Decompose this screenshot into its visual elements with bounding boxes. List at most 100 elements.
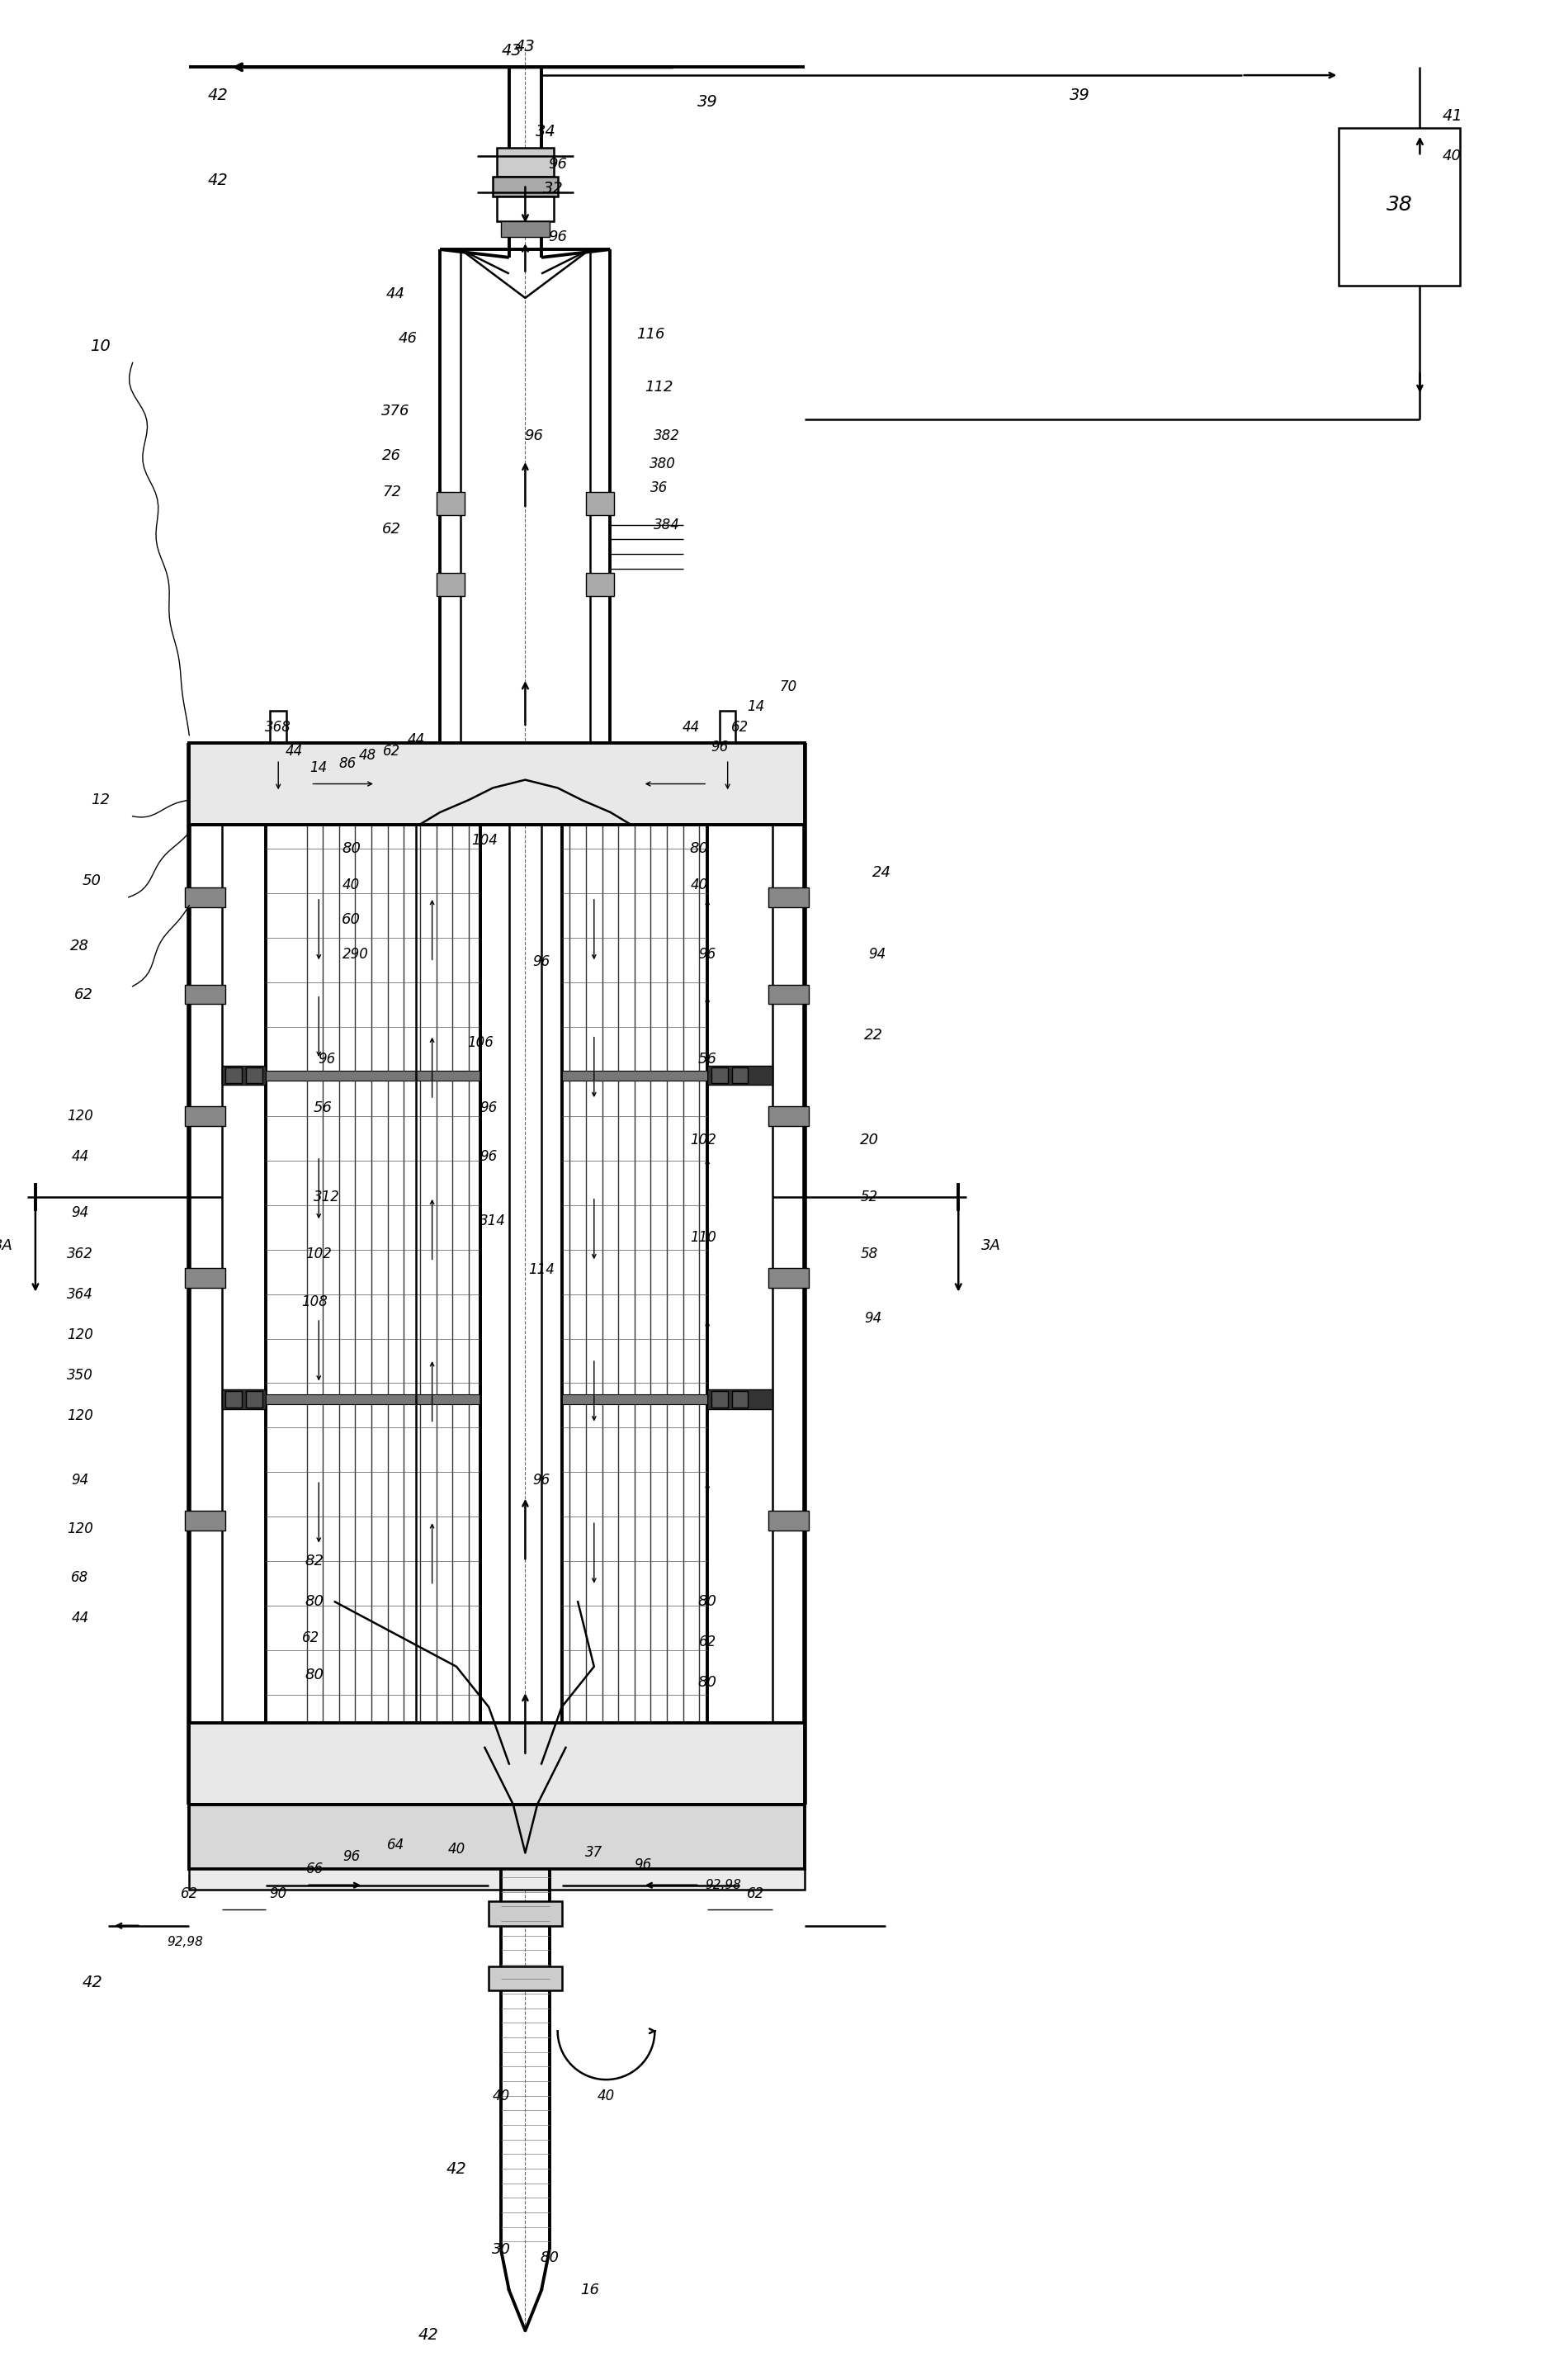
Text: 16: 16 (580, 2282, 600, 2297)
Bar (769, 1511, 809, 1530)
Text: 96: 96 (698, 947, 716, 962)
Text: 46: 46 (399, 331, 418, 345)
Text: 39: 39 (697, 95, 717, 109)
Text: 94: 94 (72, 1207, 89, 1221)
Bar (221, 747, 318, 795)
Text: 80: 80 (306, 1595, 324, 1609)
Text: 32: 32 (544, 181, 564, 198)
Bar (769, 888, 809, 907)
Text: 80: 80 (539, 2251, 560, 2266)
Text: 368: 368 (265, 719, 292, 735)
Text: 38: 38 (1386, 195, 1412, 214)
Text: 64: 64 (387, 1837, 404, 1852)
Bar (186, 1269, 226, 1288)
Bar (221, 1390, 267, 1409)
Text: 10: 10 (90, 338, 111, 355)
Bar (246, 1392, 262, 1407)
Text: 14: 14 (310, 759, 327, 776)
Text: 37: 37 (585, 1845, 603, 1861)
Text: 62: 62 (75, 988, 94, 1002)
Bar (711, 1392, 728, 1407)
Text: 314: 314 (480, 1214, 507, 1228)
Bar (267, 1071, 480, 1081)
Text: 60: 60 (341, 912, 360, 928)
Text: 56: 56 (698, 1052, 717, 1066)
Text: 96: 96 (549, 157, 567, 171)
Text: 3A: 3A (981, 1238, 1001, 1252)
Text: 44: 44 (72, 1150, 89, 1164)
Text: 350: 350 (67, 1368, 94, 1383)
Bar (189, 743, 804, 823)
Bar (708, 1066, 772, 1085)
Text: 120: 120 (67, 1109, 94, 1123)
Text: 26: 26 (382, 447, 401, 464)
Text: 40: 40 (691, 878, 708, 892)
Text: 62: 62 (384, 745, 401, 759)
Text: 52: 52 (861, 1190, 878, 1204)
Text: 30: 30 (491, 2242, 510, 2256)
Bar (246, 1066, 262, 1083)
Bar (267, 1395, 480, 1404)
Text: 380: 380 (650, 457, 677, 471)
Bar (769, 985, 809, 1004)
Bar (189, 743, 804, 823)
Text: 90: 90 (270, 1885, 287, 1902)
Bar (731, 1066, 748, 1083)
Text: 40: 40 (1442, 150, 1462, 164)
Text: 96: 96 (480, 1150, 497, 1164)
Text: 62: 62 (181, 1885, 198, 1902)
Text: 28: 28 (70, 938, 89, 954)
Text: 102: 102 (691, 1133, 717, 1147)
Text: 120: 120 (67, 1328, 94, 1342)
Bar (186, 888, 226, 907)
Text: 44: 44 (683, 719, 700, 735)
Text: 41: 41 (1442, 107, 1462, 124)
Text: 96: 96 (635, 1856, 652, 1873)
Bar (437, 574, 465, 595)
Text: 96: 96 (343, 1849, 360, 1864)
Text: 68: 68 (72, 1571, 89, 1585)
Text: 34: 34 (535, 124, 555, 140)
Text: 42: 42 (207, 174, 228, 188)
Text: 382: 382 (653, 428, 680, 443)
Text: 44: 44 (407, 733, 424, 747)
Bar (561, 1071, 708, 1081)
Bar (221, 1066, 267, 1085)
Text: 120: 120 (67, 1521, 94, 1537)
Bar (490, 1966, 561, 1990)
Text: 96: 96 (318, 1052, 335, 1066)
Text: 43: 43 (502, 43, 522, 60)
Text: 94: 94 (868, 947, 886, 962)
Text: 62: 62 (731, 719, 748, 735)
Bar (226, 1392, 242, 1407)
Bar (586, 574, 614, 595)
Text: 80: 80 (306, 1668, 324, 1683)
Text: 62: 62 (382, 521, 401, 536)
Text: 42: 42 (83, 1975, 103, 1990)
Bar (708, 1390, 772, 1409)
Text: 86: 86 (338, 757, 355, 771)
Text: 384: 384 (653, 516, 680, 533)
Text: 108: 108 (301, 1295, 327, 1309)
Text: 80: 80 (341, 840, 360, 857)
Text: 362: 362 (67, 1247, 94, 1261)
Text: 312: 312 (313, 1190, 340, 1204)
Text: 80: 80 (698, 1676, 717, 1690)
Text: 44: 44 (285, 745, 304, 759)
Text: 12: 12 (90, 793, 109, 807)
Bar (490, 1902, 561, 1925)
Bar (711, 1066, 728, 1083)
Text: 44: 44 (72, 1611, 89, 1626)
Text: 56: 56 (313, 1100, 332, 1116)
Text: 3A: 3A (0, 1238, 12, 1252)
Bar (769, 1269, 809, 1288)
Text: 44: 44 (387, 286, 405, 302)
Text: 110: 110 (691, 1230, 717, 1245)
Text: 364: 364 (67, 1288, 94, 1302)
Bar (586, 493, 614, 514)
Bar (731, 1392, 748, 1407)
Text: 36: 36 (650, 481, 667, 495)
Text: 92,98: 92,98 (167, 1935, 203, 1949)
Bar (267, 743, 290, 809)
Text: 24: 24 (871, 866, 890, 881)
